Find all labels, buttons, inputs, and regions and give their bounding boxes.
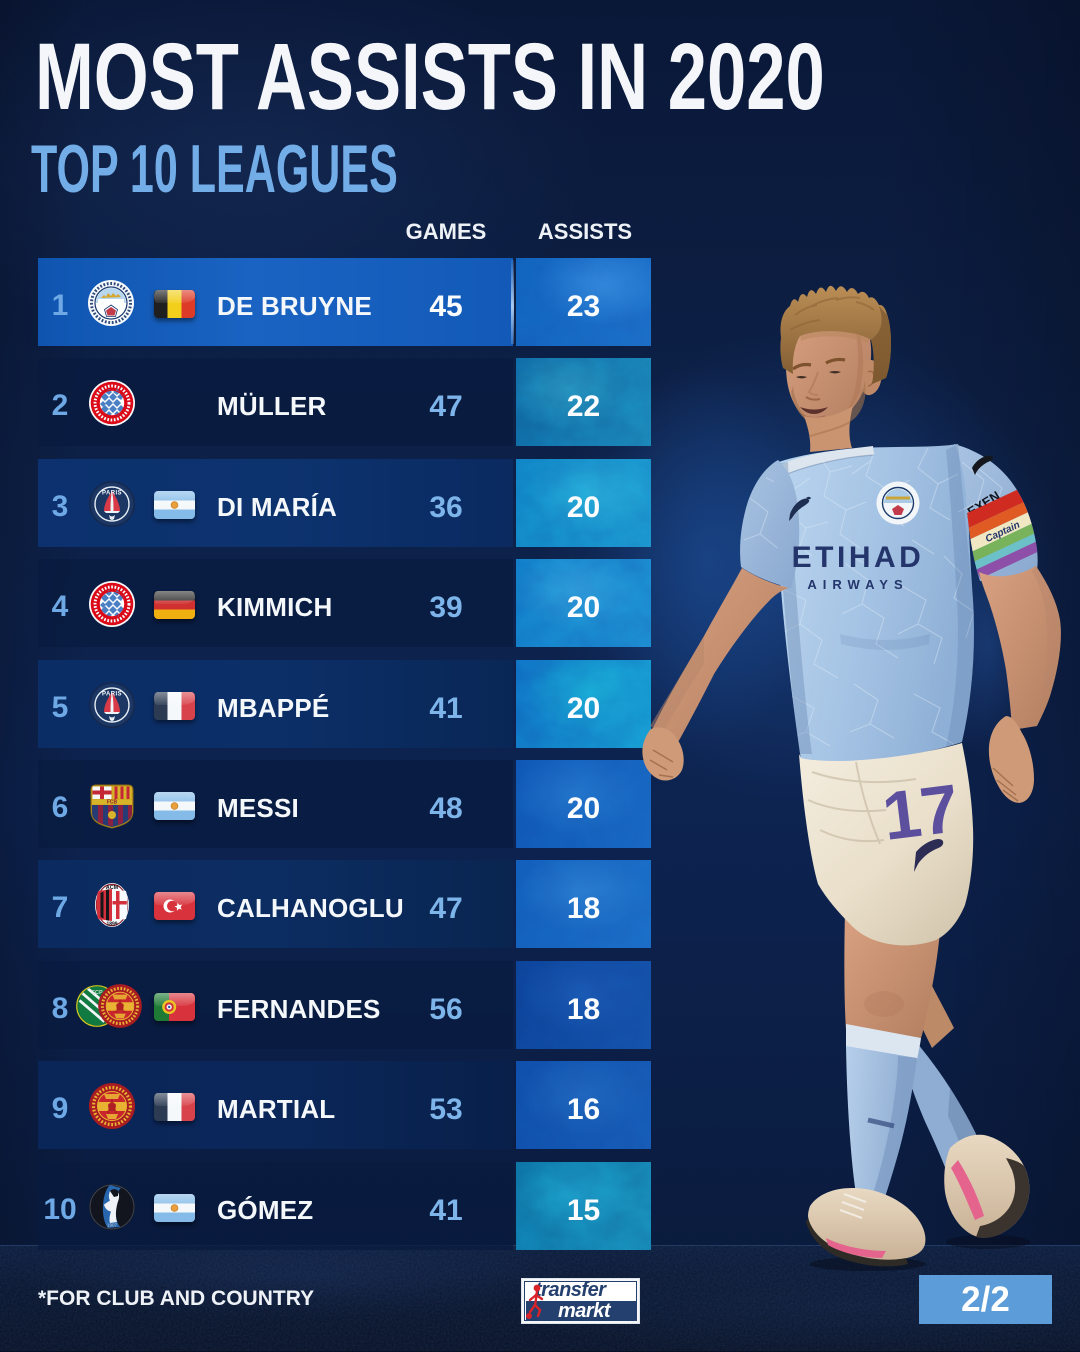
svg-text:17: 17 <box>879 770 963 855</box>
svg-text:AIRWAYS: AIRWAYS <box>807 577 908 592</box>
svg-text:ETIHAD: ETIHAD <box>792 541 925 574</box>
